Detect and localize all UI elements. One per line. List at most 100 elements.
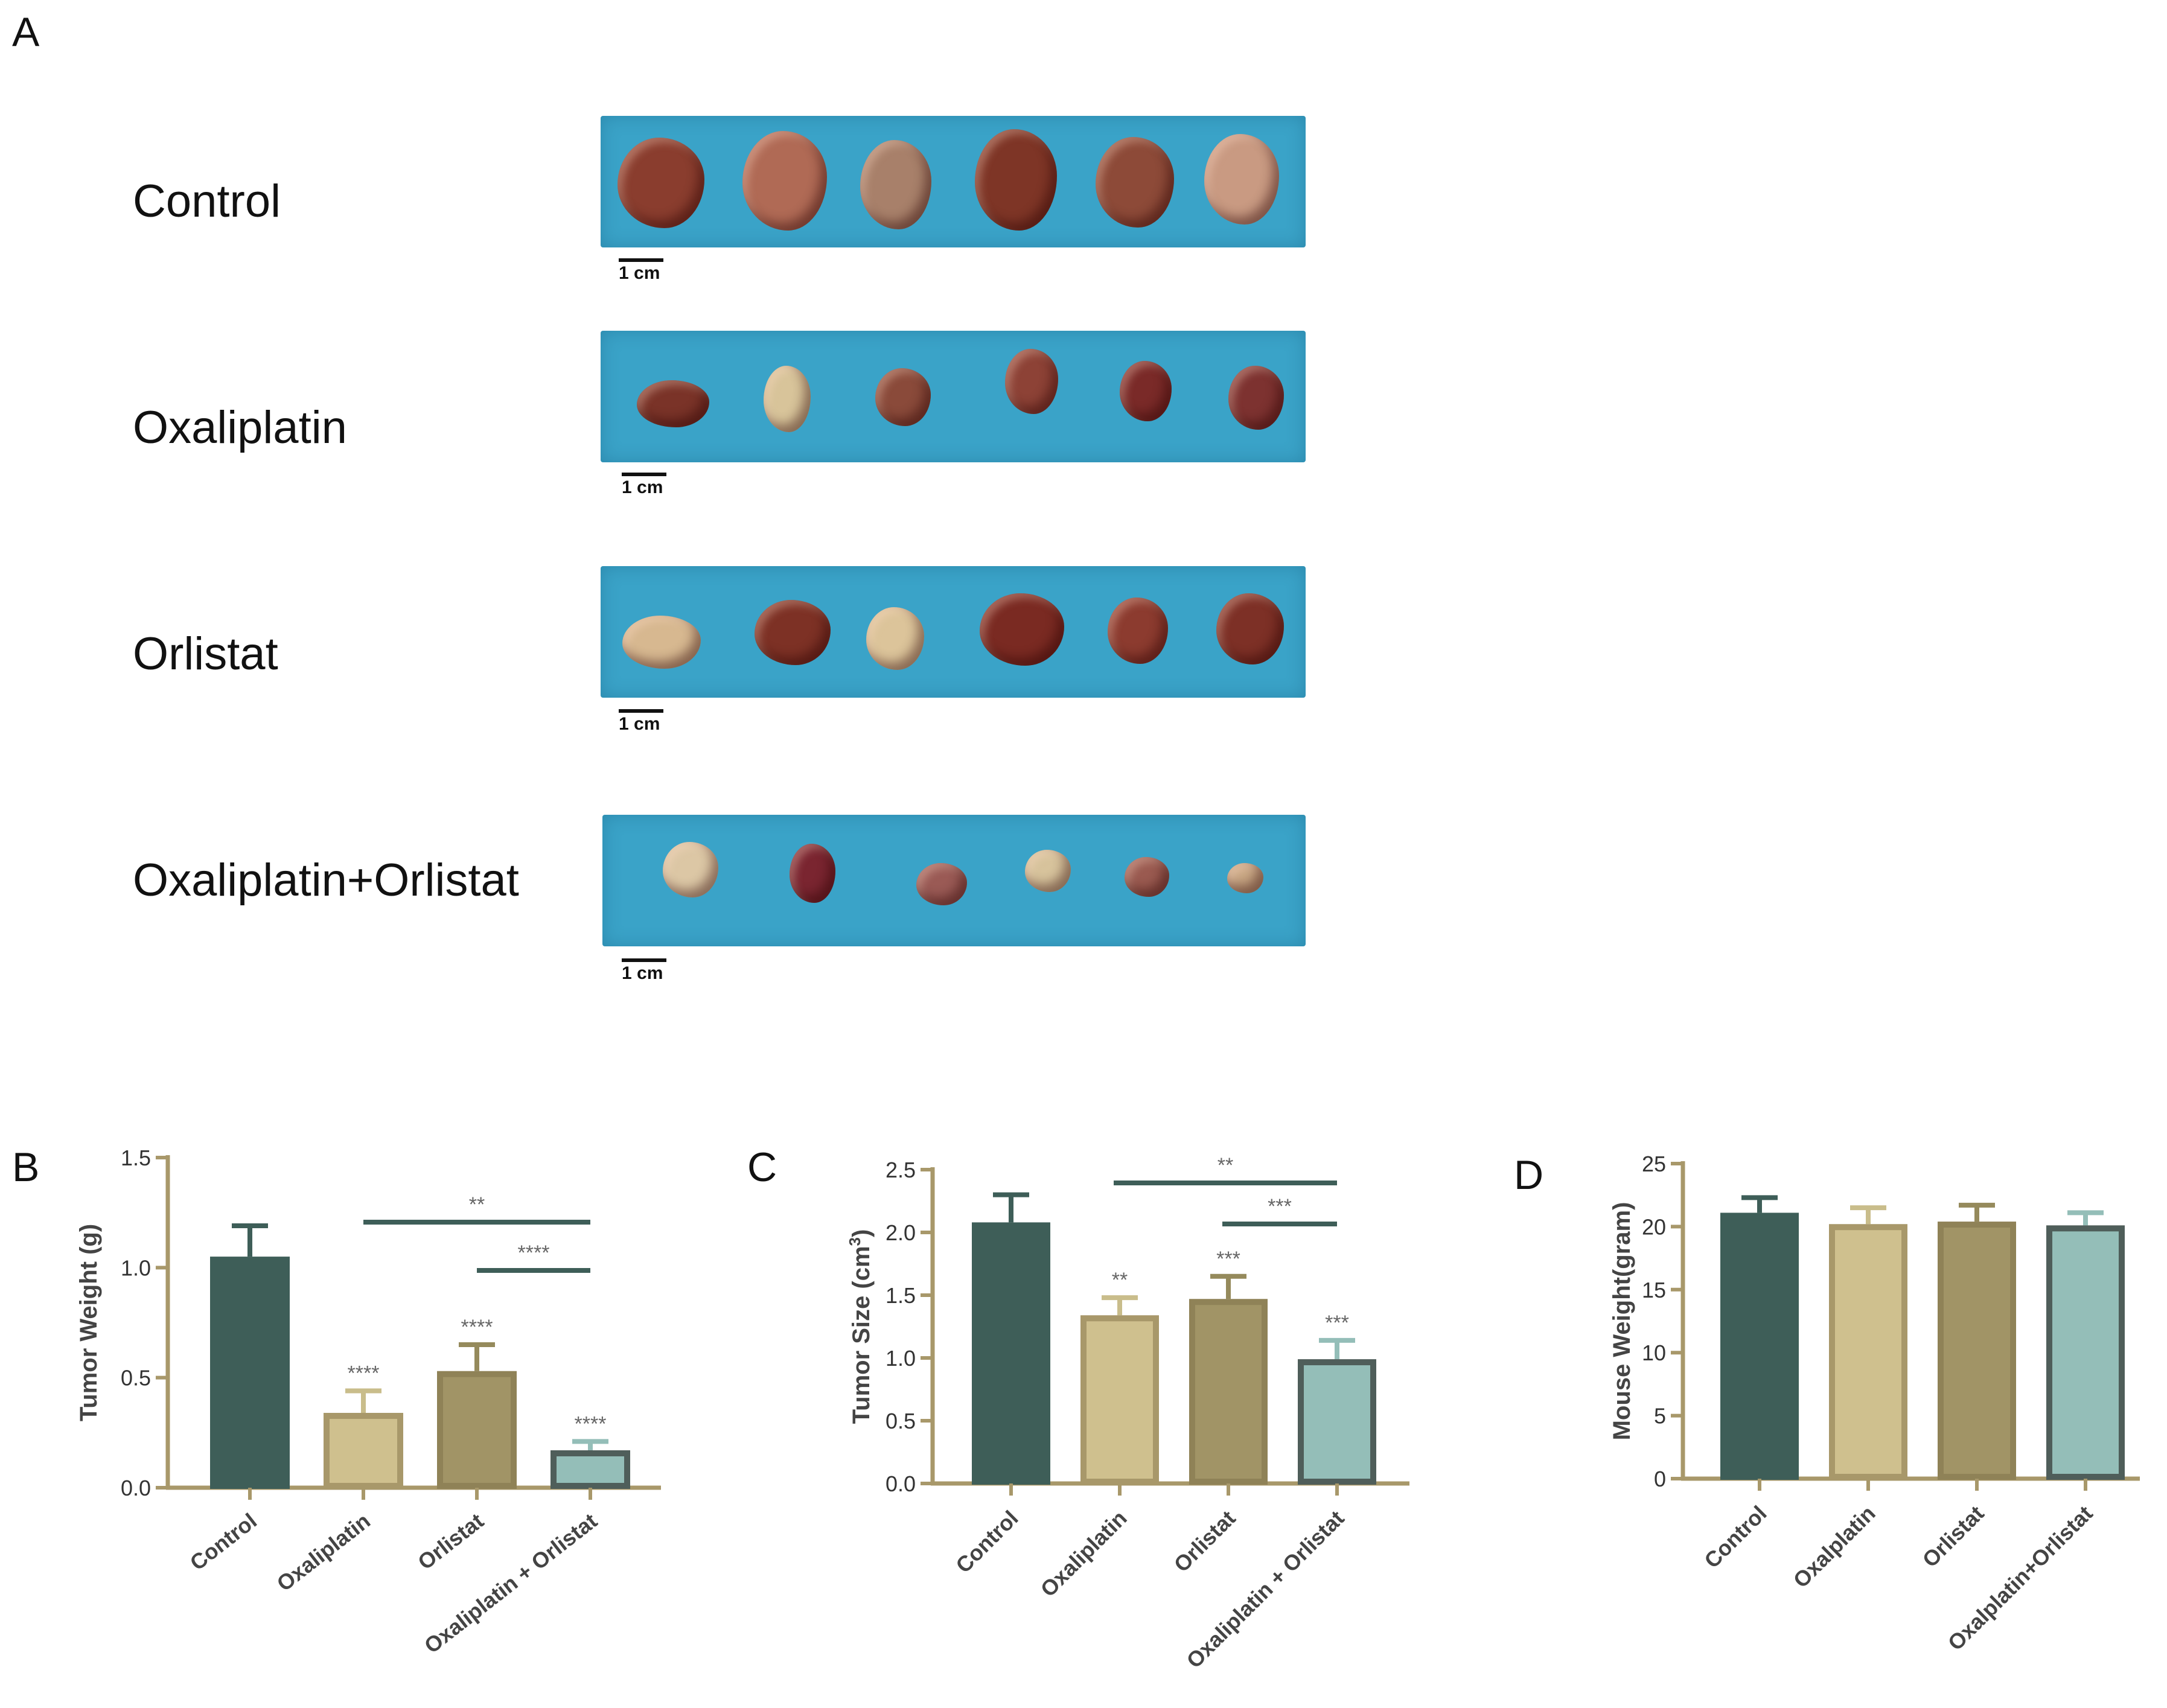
- scale-bar-control: 1 cm: [619, 258, 663, 284]
- tumor-image: [980, 593, 1064, 666]
- tumor-image: [618, 138, 704, 228]
- tumor-image: [860, 140, 931, 229]
- scale-bar-oxaliplatin: 1 cm: [622, 473, 666, 498]
- tumor-image: [637, 380, 709, 427]
- significance-label: ***: [1216, 1248, 1240, 1270]
- tumor-image: [764, 366, 811, 432]
- x-tick-label: Orlistat: [1918, 1501, 1989, 1572]
- scale-bar-label: 1 cm: [622, 477, 663, 497]
- y-tick-label: 1.0: [886, 1346, 916, 1371]
- y-axis-label: Tumor Size (cm3): [846, 1229, 875, 1424]
- scale-bar-orlistat: 1 cm: [619, 709, 663, 735]
- tumor-image: [1228, 366, 1284, 430]
- bar: [437, 1371, 517, 1489]
- y-tick-label: 0.5: [886, 1409, 916, 1433]
- bracket-label: **: [1218, 1154, 1233, 1177]
- tumor-image: [663, 842, 718, 897]
- significance-label: ****: [348, 1362, 380, 1385]
- bar: [1829, 1224, 1907, 1480]
- tumor-photo-combination: [602, 815, 1306, 946]
- y-tick-label: 5: [1654, 1404, 1666, 1429]
- tumor-image: [1108, 597, 1168, 664]
- scale-bar-label: 1 cm: [619, 263, 660, 283]
- bar: [324, 1413, 403, 1490]
- y-tick-label: 2.0: [886, 1220, 916, 1245]
- row-label-oxaliplatin: Oxaliplatin: [133, 402, 347, 453]
- x-tick-label: Oxaliplatin: [1036, 1506, 1132, 1602]
- significance-label: **: [1112, 1269, 1128, 1292]
- tumor-image: [1125, 857, 1169, 897]
- tumor-image: [1204, 134, 1279, 225]
- panel-letter-d: D: [1514, 1152, 1544, 1198]
- tumor-image: [866, 607, 924, 670]
- scale-bar-label: 1 cm: [619, 714, 660, 734]
- y-tick-label: 0.0: [121, 1476, 151, 1500]
- chart-c: 0.0 0.5 1.0 1.5 2.0 2.5 Tumor Size (cm3) Contro…: [846, 1154, 1409, 1673]
- bar: [210, 1257, 290, 1490]
- bar: [1189, 1299, 1268, 1485]
- y-tick-label: 10: [1642, 1340, 1666, 1365]
- chart-b: 0.0 0.5 1.0 1.5 Tumor Weight (g) Control **** O…: [75, 1146, 661, 1658]
- row-label-control: Control: [133, 176, 281, 227]
- tumor-image: [1227, 863, 1263, 893]
- y-tick-label: 25: [1642, 1152, 1666, 1176]
- tumor-image: [1005, 349, 1058, 414]
- bar: [1720, 1212, 1799, 1480]
- tumor-image: [1216, 593, 1284, 664]
- tumor-photo-oxaliplatin: [601, 331, 1306, 462]
- bracket-label: ***: [1268, 1195, 1292, 1218]
- bar: [1938, 1222, 2016, 1480]
- tumor-photo-control: [601, 116, 1306, 247]
- row-label-combination: Oxaliplatin+Orlistat: [133, 855, 519, 906]
- panel-letter-b: B: [12, 1144, 40, 1190]
- panel-letter-c: C: [747, 1144, 777, 1190]
- x-tick-label: Control: [1699, 1501, 1771, 1573]
- bar: [1298, 1359, 1376, 1485]
- tumor-image: [975, 129, 1057, 231]
- tumor-image: [622, 616, 701, 669]
- row-label-orlistat: Orlistat: [133, 628, 278, 680]
- scale-bar-combination: 1 cm: [622, 958, 666, 984]
- y-tick-label: 1.5: [121, 1146, 151, 1170]
- bar: [551, 1450, 630, 1489]
- tumor-image: [875, 368, 931, 426]
- bracket-label: ****: [518, 1241, 550, 1264]
- tumor-image: [1096, 137, 1174, 228]
- bracket-label: **: [469, 1193, 485, 1216]
- significance-label: ****: [461, 1316, 493, 1339]
- y-tick-label: 0.5: [121, 1366, 151, 1391]
- y-tick-label: 20: [1642, 1214, 1666, 1239]
- y-tick-label: 1.0: [121, 1255, 151, 1280]
- significance-label: ****: [575, 1412, 607, 1435]
- bar: [2046, 1225, 2125, 1480]
- tumor-photo-orlistat: [601, 566, 1306, 698]
- tumor-image: [1120, 361, 1172, 421]
- y-tick-label: 15: [1642, 1278, 1666, 1302]
- panel-letter-a: A: [12, 9, 40, 55]
- y-axis-label-end: ): [848, 1229, 875, 1237]
- x-tick-label: Oxaliplatin: [272, 1508, 375, 1596]
- tumor-image: [790, 844, 835, 903]
- x-tick-label: Orlistat: [413, 1508, 488, 1575]
- x-tick-label: Control: [185, 1508, 261, 1575]
- y-tick-label: 2.5: [886, 1158, 916, 1182]
- tumor-image: [742, 131, 827, 231]
- y-tick-label: 0: [1654, 1467, 1666, 1491]
- y-axis-label-superscript: 3: [846, 1237, 864, 1246]
- y-tick-label: 0.0: [886, 1471, 916, 1496]
- scale-bar-label: 1 cm: [622, 963, 663, 983]
- y-axis-label: Mouse Weight(gram): [1609, 1202, 1635, 1441]
- y-tick-label: 1.5: [886, 1283, 916, 1308]
- tumor-image: [1025, 850, 1071, 892]
- x-tick-label: Oxalplatin: [1789, 1501, 1880, 1593]
- tumor-image: [755, 600, 831, 665]
- significance-label: ***: [1325, 1311, 1349, 1334]
- y-axis-label: Tumor Weight (g): [75, 1224, 102, 1421]
- x-tick-label: Control: [951, 1506, 1023, 1578]
- tumor-image: [916, 863, 967, 905]
- x-tick-label: Orlistat: [1169, 1506, 1240, 1577]
- chart-d: 0 5 10 15 20 25 Mouse Weight(gram) Control Oxalp…: [1609, 1152, 2140, 1655]
- bar: [972, 1222, 1050, 1485]
- bar: [1080, 1315, 1159, 1485]
